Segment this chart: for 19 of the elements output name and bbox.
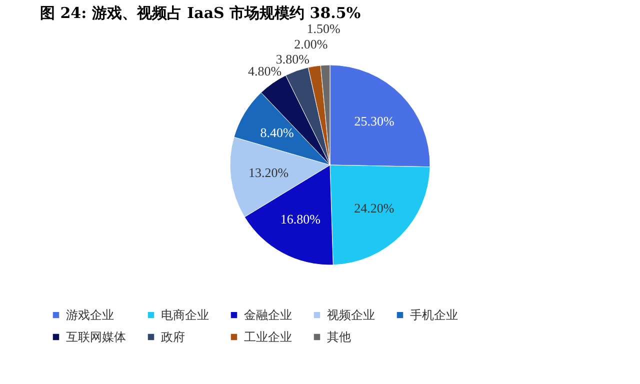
chart-title: 图 24: 游戏、视频占 IaaS 市场规模约 38.5% (40, 4, 361, 22)
legend-label: 游戏企业 (66, 308, 114, 322)
legend-label: 互联网媒体 (66, 330, 126, 344)
data-label: 1.50% (306, 21, 341, 36)
legend-label: 工业企业 (244, 330, 292, 344)
legend-label: 政府 (161, 330, 185, 344)
legend-label: 其他 (327, 330, 351, 344)
data-label: 4.80% (248, 64, 282, 79)
data-label: 16.80% (280, 212, 321, 227)
legend-label: 金融企业 (244, 308, 292, 322)
legend-label: 电商企业 (161, 308, 209, 322)
legend-label: 视频企业 (327, 308, 375, 322)
data-label: 3.80% (276, 51, 310, 66)
data-label: 13.20% (248, 165, 289, 180)
data-label: 24.20% (354, 200, 394, 216)
data-label: 25.30% (354, 114, 394, 129)
data-label: 8.40% (260, 124, 294, 140)
legend-label: 手机企业 (410, 308, 458, 322)
data-label: 2.00% (294, 36, 328, 52)
